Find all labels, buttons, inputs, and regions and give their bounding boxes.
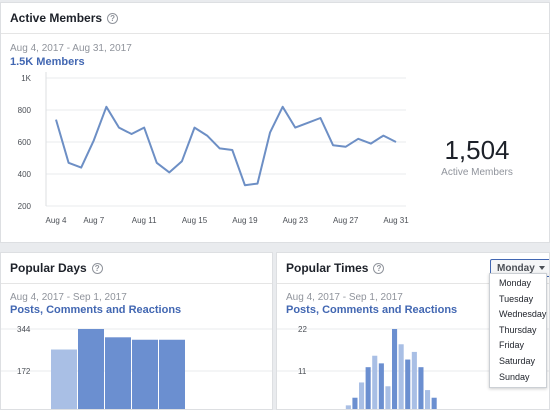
popular-days-header: Popular Days ? bbox=[1, 253, 272, 284]
active-members-line-chart: 200 400 600 800 1K Aug 4 Aug 7 Aug 11 Aug 15 Aug … bbox=[18, 72, 409, 225]
popular-times-header: Popular Times ? Monday bbox=[277, 253, 549, 284]
bar bbox=[352, 397, 358, 409]
popular-days-date-range: Aug 4, 2017 - Sep 1, 2017 bbox=[10, 292, 127, 303]
day-select-menu: Monday Tuesday Wednesday Thursday Friday… bbox=[489, 273, 547, 389]
popular-days-bar-chart: 344 172 bbox=[1, 325, 272, 409]
active-members-summary: 1,504 Active Members bbox=[413, 135, 541, 178]
bar bbox=[159, 339, 185, 409]
x-tick-label: Aug 27 bbox=[333, 216, 359, 225]
popular-days-metric-link[interactable]: Posts, Comments and Reactions bbox=[10, 304, 182, 316]
active-members-count-label: Active Members bbox=[441, 167, 513, 178]
y-tick-label: 11 bbox=[298, 367, 307, 376]
bar bbox=[372, 355, 378, 409]
y-tick-label: 344 bbox=[17, 325, 31, 334]
y-tick-label: 200 bbox=[18, 202, 32, 211]
active-members-card: Active Members ? Aug 4, 2017 - Aug 31, 2… bbox=[0, 2, 550, 243]
active-members-count: 1,504 bbox=[444, 135, 510, 165]
bar bbox=[405, 359, 411, 409]
caret-down-icon bbox=[538, 266, 545, 270]
bar bbox=[398, 344, 404, 409]
active-members-metric-link[interactable]: 1.5K Members bbox=[10, 56, 85, 68]
menu-item-wednesday[interactable]: Wednesday bbox=[499, 309, 547, 320]
bar bbox=[418, 367, 424, 409]
x-tick-label: Aug 15 bbox=[182, 216, 208, 225]
active-members-header: Active Members ? bbox=[1, 3, 549, 34]
menu-item-thursday[interactable]: Thursday bbox=[499, 324, 537, 335]
menu-item-sunday[interactable]: Sunday bbox=[499, 371, 530, 382]
menu-item-tuesday[interactable]: Tuesday bbox=[499, 293, 534, 304]
bar bbox=[392, 329, 398, 409]
popular-times-date-range: Aug 4, 2017 - Sep 1, 2017 bbox=[286, 292, 403, 303]
bar bbox=[78, 329, 104, 409]
bar bbox=[105, 337, 131, 409]
x-tick-label: Aug 7 bbox=[83, 216, 104, 225]
day-select-value: Monday bbox=[497, 262, 535, 274]
x-tick-label: Aug 31 bbox=[383, 216, 409, 225]
y-tick-label: 800 bbox=[18, 106, 32, 115]
bar bbox=[411, 351, 417, 409]
bar bbox=[365, 367, 371, 409]
menu-item-saturday[interactable]: Saturday bbox=[499, 355, 536, 366]
bar bbox=[385, 386, 391, 409]
y-tick-label: 400 bbox=[18, 170, 32, 179]
x-tick-label: Aug 11 bbox=[132, 216, 157, 225]
y-tick-label: 600 bbox=[18, 138, 32, 147]
bar bbox=[431, 397, 437, 409]
bar bbox=[345, 405, 351, 409]
x-tick-label: Aug 4 bbox=[46, 216, 67, 225]
popular-days-card: Popular Days ? Aug 4, 2017 - Sep 1, 2017… bbox=[0, 252, 273, 410]
active-members-title: Active Members bbox=[10, 11, 103, 25]
active-members-date-range: Aug 4, 2017 - Aug 31, 2017 bbox=[10, 43, 132, 54]
popular-times-title: Popular Times bbox=[286, 261, 369, 275]
help-icon[interactable]: ? bbox=[107, 12, 119, 24]
bar bbox=[132, 339, 158, 409]
menu-item-friday[interactable]: Friday bbox=[499, 340, 525, 351]
y-tick-label: 22 bbox=[298, 325, 307, 334]
help-icon[interactable]: ? bbox=[373, 262, 385, 274]
help-icon[interactable]: ? bbox=[91, 262, 103, 274]
y-tick-label: 172 bbox=[17, 367, 31, 376]
popular-days-title: Popular Days bbox=[10, 261, 87, 275]
x-tick-label: Aug 23 bbox=[283, 216, 309, 225]
bar bbox=[51, 349, 77, 409]
series-line bbox=[55, 105, 397, 187]
y-tick-label: 1K bbox=[21, 74, 31, 83]
bar bbox=[425, 390, 431, 409]
popular-times-metric-link[interactable]: Posts, Comments and Reactions bbox=[286, 304, 458, 316]
bar bbox=[359, 382, 365, 409]
x-tick-label: Aug 19 bbox=[232, 216, 258, 225]
bar bbox=[378, 363, 384, 409]
menu-item-monday[interactable]: Monday bbox=[499, 278, 532, 288]
